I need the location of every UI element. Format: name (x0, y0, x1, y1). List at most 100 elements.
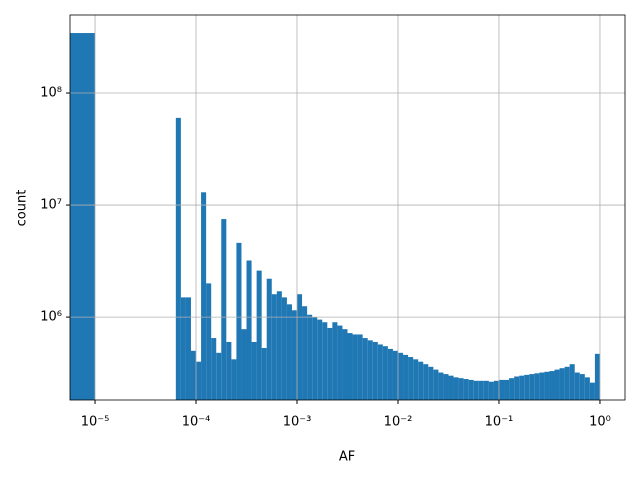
bar (367, 340, 373, 400)
bar (584, 377, 590, 400)
bar (196, 361, 202, 400)
bar (251, 341, 257, 400)
y-tick-label: 10⁷ (40, 198, 62, 213)
bar (428, 366, 434, 400)
bar (175, 117, 181, 400)
bar (357, 334, 363, 400)
bar (226, 341, 232, 400)
bar (256, 270, 262, 400)
bar (397, 352, 404, 400)
bar (504, 379, 510, 400)
bar (478, 380, 484, 400)
bars (70, 33, 600, 400)
grid (70, 15, 625, 400)
bar (266, 278, 272, 400)
bar (544, 371, 550, 400)
bar (352, 334, 358, 400)
bar (382, 346, 388, 400)
x-tick-label: 10⁻⁵ (81, 415, 110, 430)
bar (448, 375, 454, 400)
bar (246, 260, 252, 400)
bar (206, 283, 212, 400)
bar (392, 350, 398, 400)
bar (271, 294, 277, 400)
bar (387, 348, 393, 400)
bar (579, 374, 585, 400)
bar (291, 310, 298, 400)
x-tick-label: 10⁻¹ (485, 415, 514, 430)
bar (403, 354, 409, 400)
bar (347, 333, 353, 400)
bar (433, 369, 439, 400)
bar (307, 314, 313, 400)
bar (524, 374, 530, 400)
bar (337, 325, 343, 400)
bar (362, 338, 368, 400)
y-axis-label: count (15, 190, 30, 227)
bar (281, 297, 287, 400)
bar (514, 376, 520, 400)
bar (332, 322, 338, 400)
bar (453, 377, 459, 400)
bar (569, 364, 575, 400)
bar (377, 344, 383, 400)
bar (261, 347, 267, 400)
bar (589, 382, 595, 400)
bar (488, 381, 494, 400)
plot-frame (69, 14, 626, 401)
bar (322, 322, 328, 400)
bar (498, 379, 505, 400)
bar (564, 366, 570, 400)
bar (413, 359, 419, 400)
bar (372, 341, 378, 400)
bar (211, 338, 217, 400)
bar (423, 364, 429, 400)
bar (327, 327, 333, 400)
bar (408, 357, 414, 400)
bar (539, 372, 545, 400)
bar (231, 359, 237, 400)
bar (458, 378, 464, 400)
bar (190, 350, 197, 400)
bar (468, 379, 474, 400)
bar (534, 373, 540, 400)
bar (180, 297, 186, 400)
bar (549, 371, 555, 400)
x-axis-label: AF (339, 450, 355, 465)
bar (463, 379, 469, 400)
x-tick-label: 10⁻² (384, 415, 413, 430)
bar (443, 374, 449, 400)
bar (70, 33, 96, 400)
x-tick-label: 10⁻⁴ (182, 415, 211, 430)
x-tick-label: 10⁻³ (283, 415, 312, 430)
bar (559, 368, 565, 400)
bar (509, 378, 515, 400)
bar (554, 369, 560, 400)
bar (438, 372, 444, 400)
bar (297, 294, 303, 400)
bar (286, 304, 292, 400)
bar (594, 353, 600, 400)
bar (221, 219, 227, 400)
bar (483, 380, 489, 400)
bar (574, 372, 580, 400)
x-tick-label: 10⁰ (589, 415, 611, 430)
bar (418, 361, 424, 400)
bar (185, 297, 191, 400)
bar (473, 380, 479, 400)
bar (493, 380, 499, 400)
bar (201, 192, 207, 400)
bar (529, 374, 535, 400)
bar (317, 319, 323, 400)
y-tick-label: 10⁸ (40, 86, 62, 101)
y-tick-label: 10⁶ (40, 310, 62, 325)
bar (312, 317, 318, 400)
bar (276, 291, 282, 400)
bar (216, 352, 222, 400)
bar (236, 242, 242, 400)
bar (302, 306, 308, 400)
bar (519, 375, 525, 400)
bar (241, 329, 247, 400)
